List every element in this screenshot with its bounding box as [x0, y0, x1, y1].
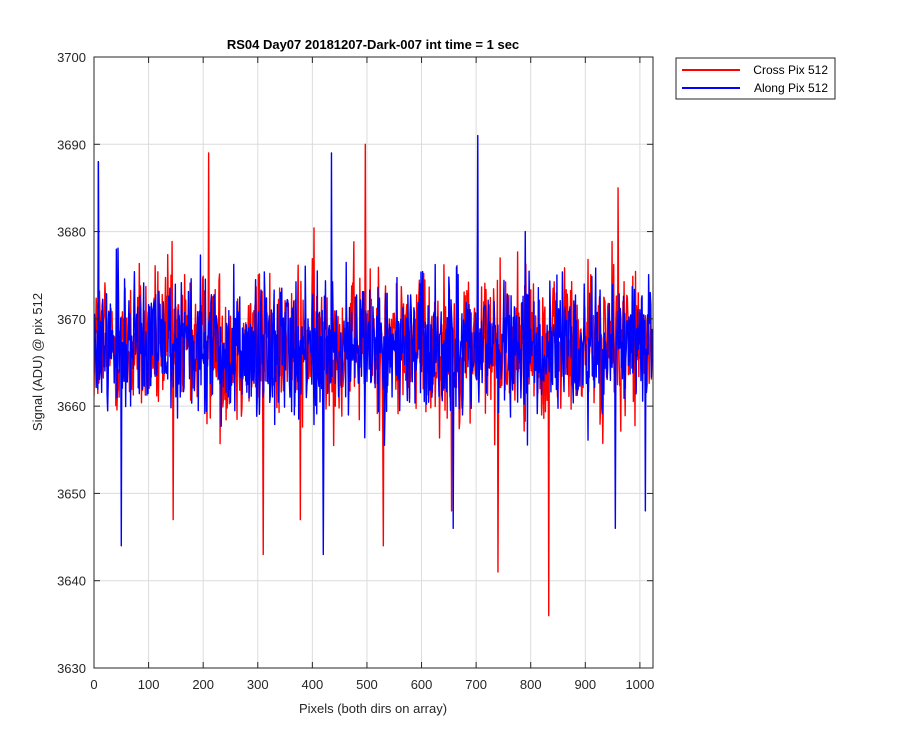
y-tick-label: 3640 [57, 574, 86, 589]
x-tick-label: 300 [247, 677, 269, 692]
x-tick-label: 100 [138, 677, 160, 692]
legend-label-cross: Cross Pix 512 [753, 63, 828, 77]
y-tick-label: 3660 [57, 399, 86, 414]
series-line-along [94, 134, 653, 556]
x-tick-label: 500 [356, 677, 378, 692]
y-tick-label: 3630 [57, 661, 86, 676]
y-tick-label: 3690 [57, 137, 86, 152]
plot-frame [93, 56, 654, 669]
x-tick-label: 600 [411, 677, 433, 692]
x-tick-label: 700 [465, 677, 487, 692]
legend-box [675, 57, 836, 100]
y-tick-label: 3670 [57, 312, 86, 327]
x-tick-label: 800 [520, 677, 542, 692]
x-tick-label: 0 [90, 677, 97, 692]
x-tick-label: 400 [302, 677, 324, 692]
x-tick-label: 900 [574, 677, 596, 692]
series-layer [94, 134, 653, 617]
x-tick-label: 200 [192, 677, 214, 692]
x-axis-label: Pixels (both dirs on array) [299, 701, 447, 716]
chart-title: RS04 Day07 20181207-Dark-007 int time = … [227, 37, 519, 52]
legend-label-along: Along Pix 512 [754, 81, 828, 95]
legend: Cross Pix 512 Along Pix 512 [675, 57, 836, 100]
y-tick-label: 3680 [57, 225, 86, 240]
y-axis-label: Signal (ADU) @ pix 512 [30, 293, 45, 431]
y-tick-label: 3650 [57, 486, 86, 501]
x-tick-label: 1000 [625, 677, 654, 692]
ticks: 0 100 200 300 400 500 600 700 800 900 1000 3630 3640… [57, 50, 654, 692]
y-tick-label: 3700 [57, 50, 86, 65]
